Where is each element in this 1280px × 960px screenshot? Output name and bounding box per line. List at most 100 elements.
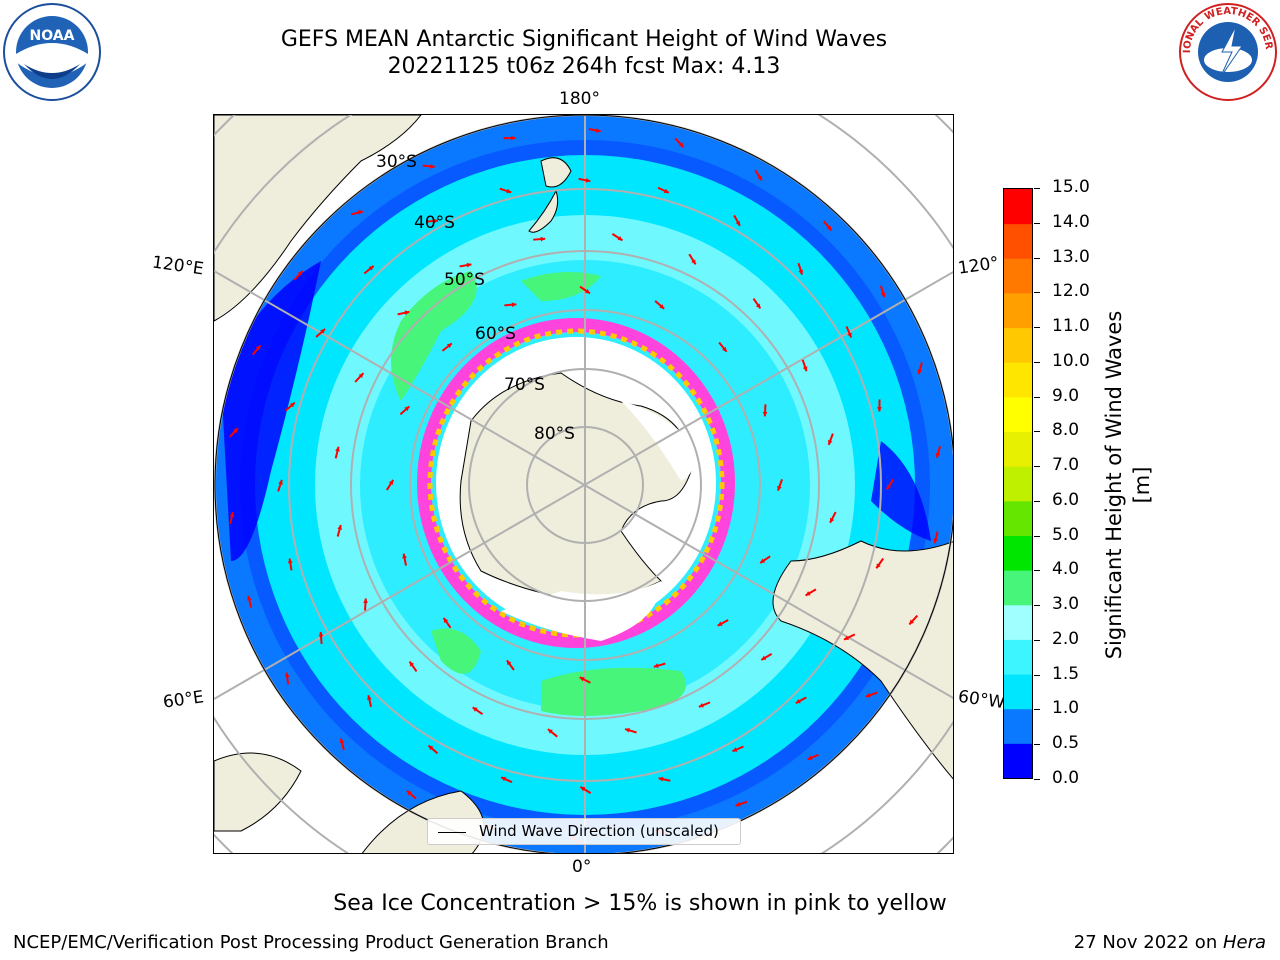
wind-arrow-head xyxy=(909,619,915,625)
wind-arrow-head xyxy=(659,304,665,309)
colorbar-segment xyxy=(1004,604,1032,640)
wind-arrow-head xyxy=(284,672,290,678)
wind-arrow-head xyxy=(826,225,832,231)
colorbar-tick xyxy=(1034,639,1040,641)
colorbar-segment xyxy=(1004,396,1032,433)
wind-arrow-head xyxy=(367,695,372,701)
wind-arrow-head xyxy=(406,790,412,796)
wind-arrow-head xyxy=(233,428,238,433)
wind-arrow-head xyxy=(653,663,659,668)
chart-subtitle: 20221125 t06z 264h fcst Max: 4.13 xyxy=(387,54,781,79)
wind-arrow-head xyxy=(466,262,472,268)
colorbar-tick-label: 10.0 xyxy=(1052,350,1090,371)
wind-arrow-head xyxy=(580,786,586,792)
lat-label-50s: 50°S xyxy=(444,270,485,290)
polar-map xyxy=(214,115,953,853)
wind-arrow-head xyxy=(404,406,410,412)
colorbar-tick-label: 3.0 xyxy=(1052,594,1080,615)
lon-label-0: 0° xyxy=(572,857,592,877)
wind-arrow-head xyxy=(402,553,407,559)
colorbar-tick-label: 11.0 xyxy=(1052,316,1090,337)
wind-arrow-head xyxy=(827,439,833,445)
lat-label-80s: 80°S xyxy=(534,424,575,444)
colorbar-tick xyxy=(1034,570,1040,572)
wind-arrow-head xyxy=(807,755,813,760)
colorbar-segment xyxy=(1004,639,1032,675)
colorbar-tick-label: 15.0 xyxy=(1052,177,1090,197)
colorbar-tick-label: 1.0 xyxy=(1052,698,1080,719)
wind-arrow-head xyxy=(579,677,585,682)
colorbar-tick xyxy=(1034,500,1040,502)
colorbar-tick-label: 0.0 xyxy=(1052,768,1080,788)
wind-arrow-head xyxy=(877,407,882,412)
wind-arrow-head xyxy=(658,776,664,782)
lon-label-120w: 120° xyxy=(956,253,1001,279)
footer-date: 27 Nov 2022 on Hera xyxy=(1074,932,1266,953)
wind-arrow-head xyxy=(289,402,295,408)
legend-line-icon xyxy=(438,832,466,834)
colorbar-segment xyxy=(1004,535,1032,571)
wind-arrow-head xyxy=(540,236,546,242)
wind-arrow-head xyxy=(358,373,364,379)
lon-label-60e: 60°E xyxy=(161,687,206,713)
wind-arrow-head xyxy=(876,563,881,569)
wind-arrow-head xyxy=(625,728,630,733)
wind-arrow-head xyxy=(886,484,892,490)
colorbar-tick-label: 6.0 xyxy=(1052,489,1080,510)
legend-text: Wind Wave Direction (unscaled) xyxy=(479,822,719,840)
colorbar-segment xyxy=(1004,327,1032,363)
wind-arrow-head xyxy=(735,220,740,226)
sea-ice-caption: Sea Ice Concentration > 15% is shown in … xyxy=(333,891,947,916)
colorbar xyxy=(1003,188,1033,779)
wind-arrow-head xyxy=(318,631,324,637)
wind-arrow-head xyxy=(337,524,342,530)
colorbar-label: Significant Height of Wind Waves [m] xyxy=(1102,310,1154,660)
lon-grid xyxy=(214,115,953,853)
wind-arrow-head xyxy=(830,517,835,523)
colorbar-segment xyxy=(1004,500,1032,536)
colorbar-segment xyxy=(1004,292,1032,329)
wind-arrow-head xyxy=(446,343,452,348)
wind-arrow-head xyxy=(443,617,449,623)
wind-arrow-head xyxy=(847,332,852,338)
colorbar-tick-label: 4.0 xyxy=(1052,559,1080,580)
wind-arrow-head xyxy=(255,345,261,351)
wind-arrow-head xyxy=(229,512,235,518)
colorbar-tick xyxy=(1034,361,1040,363)
colorbar-tick xyxy=(1034,535,1040,537)
wind-arrow-head xyxy=(698,702,704,708)
colorbar-tick xyxy=(1034,779,1040,780)
lat-label-30s: 30°S xyxy=(376,152,417,172)
colorbar-tick-label: 14.0 xyxy=(1052,211,1090,232)
wind-arrow-head xyxy=(511,135,516,141)
wind-arrow-head xyxy=(595,128,601,133)
chart-title: GEFS MEAN Antarctic Significant Height o… xyxy=(280,27,888,52)
footer-date-text: 27 Nov 2022 on xyxy=(1073,932,1223,953)
colorbar-segment xyxy=(1004,570,1032,606)
colorbar-tick xyxy=(1034,188,1040,189)
lon-label-120e: 120°E xyxy=(150,252,205,280)
colorbar-tick-label: 5.0 xyxy=(1052,524,1080,545)
wind-arrow-head xyxy=(584,288,590,294)
wind-arrow-head xyxy=(717,621,723,626)
wind-arrow-head xyxy=(409,661,415,667)
colorbar-tick xyxy=(1034,431,1040,433)
wind-arrow-head xyxy=(428,745,434,751)
colorbar-segment xyxy=(1004,362,1032,398)
wind-arrow-head xyxy=(357,210,363,215)
colorbar-tick xyxy=(1034,222,1040,224)
footer-host: Hera xyxy=(1222,932,1266,953)
wind-arrow-head xyxy=(335,446,340,452)
wind-arrow-head xyxy=(368,265,374,271)
wind-arrows xyxy=(229,127,942,844)
colorbar-tick xyxy=(1034,257,1040,259)
svg-text:NOAA: NOAA xyxy=(30,28,75,44)
wind-arrow-head xyxy=(663,188,669,194)
colorbar-tick-label: 7.0 xyxy=(1052,455,1080,476)
wind-arrow-head xyxy=(735,802,741,807)
colorbar-tick-label: 0.5 xyxy=(1052,733,1080,754)
wind-arrow-head xyxy=(278,479,283,485)
wind-arrow-head xyxy=(844,635,850,640)
colorbar-tick-label: 13.0 xyxy=(1052,246,1090,267)
colorbar-segment xyxy=(1004,431,1032,467)
